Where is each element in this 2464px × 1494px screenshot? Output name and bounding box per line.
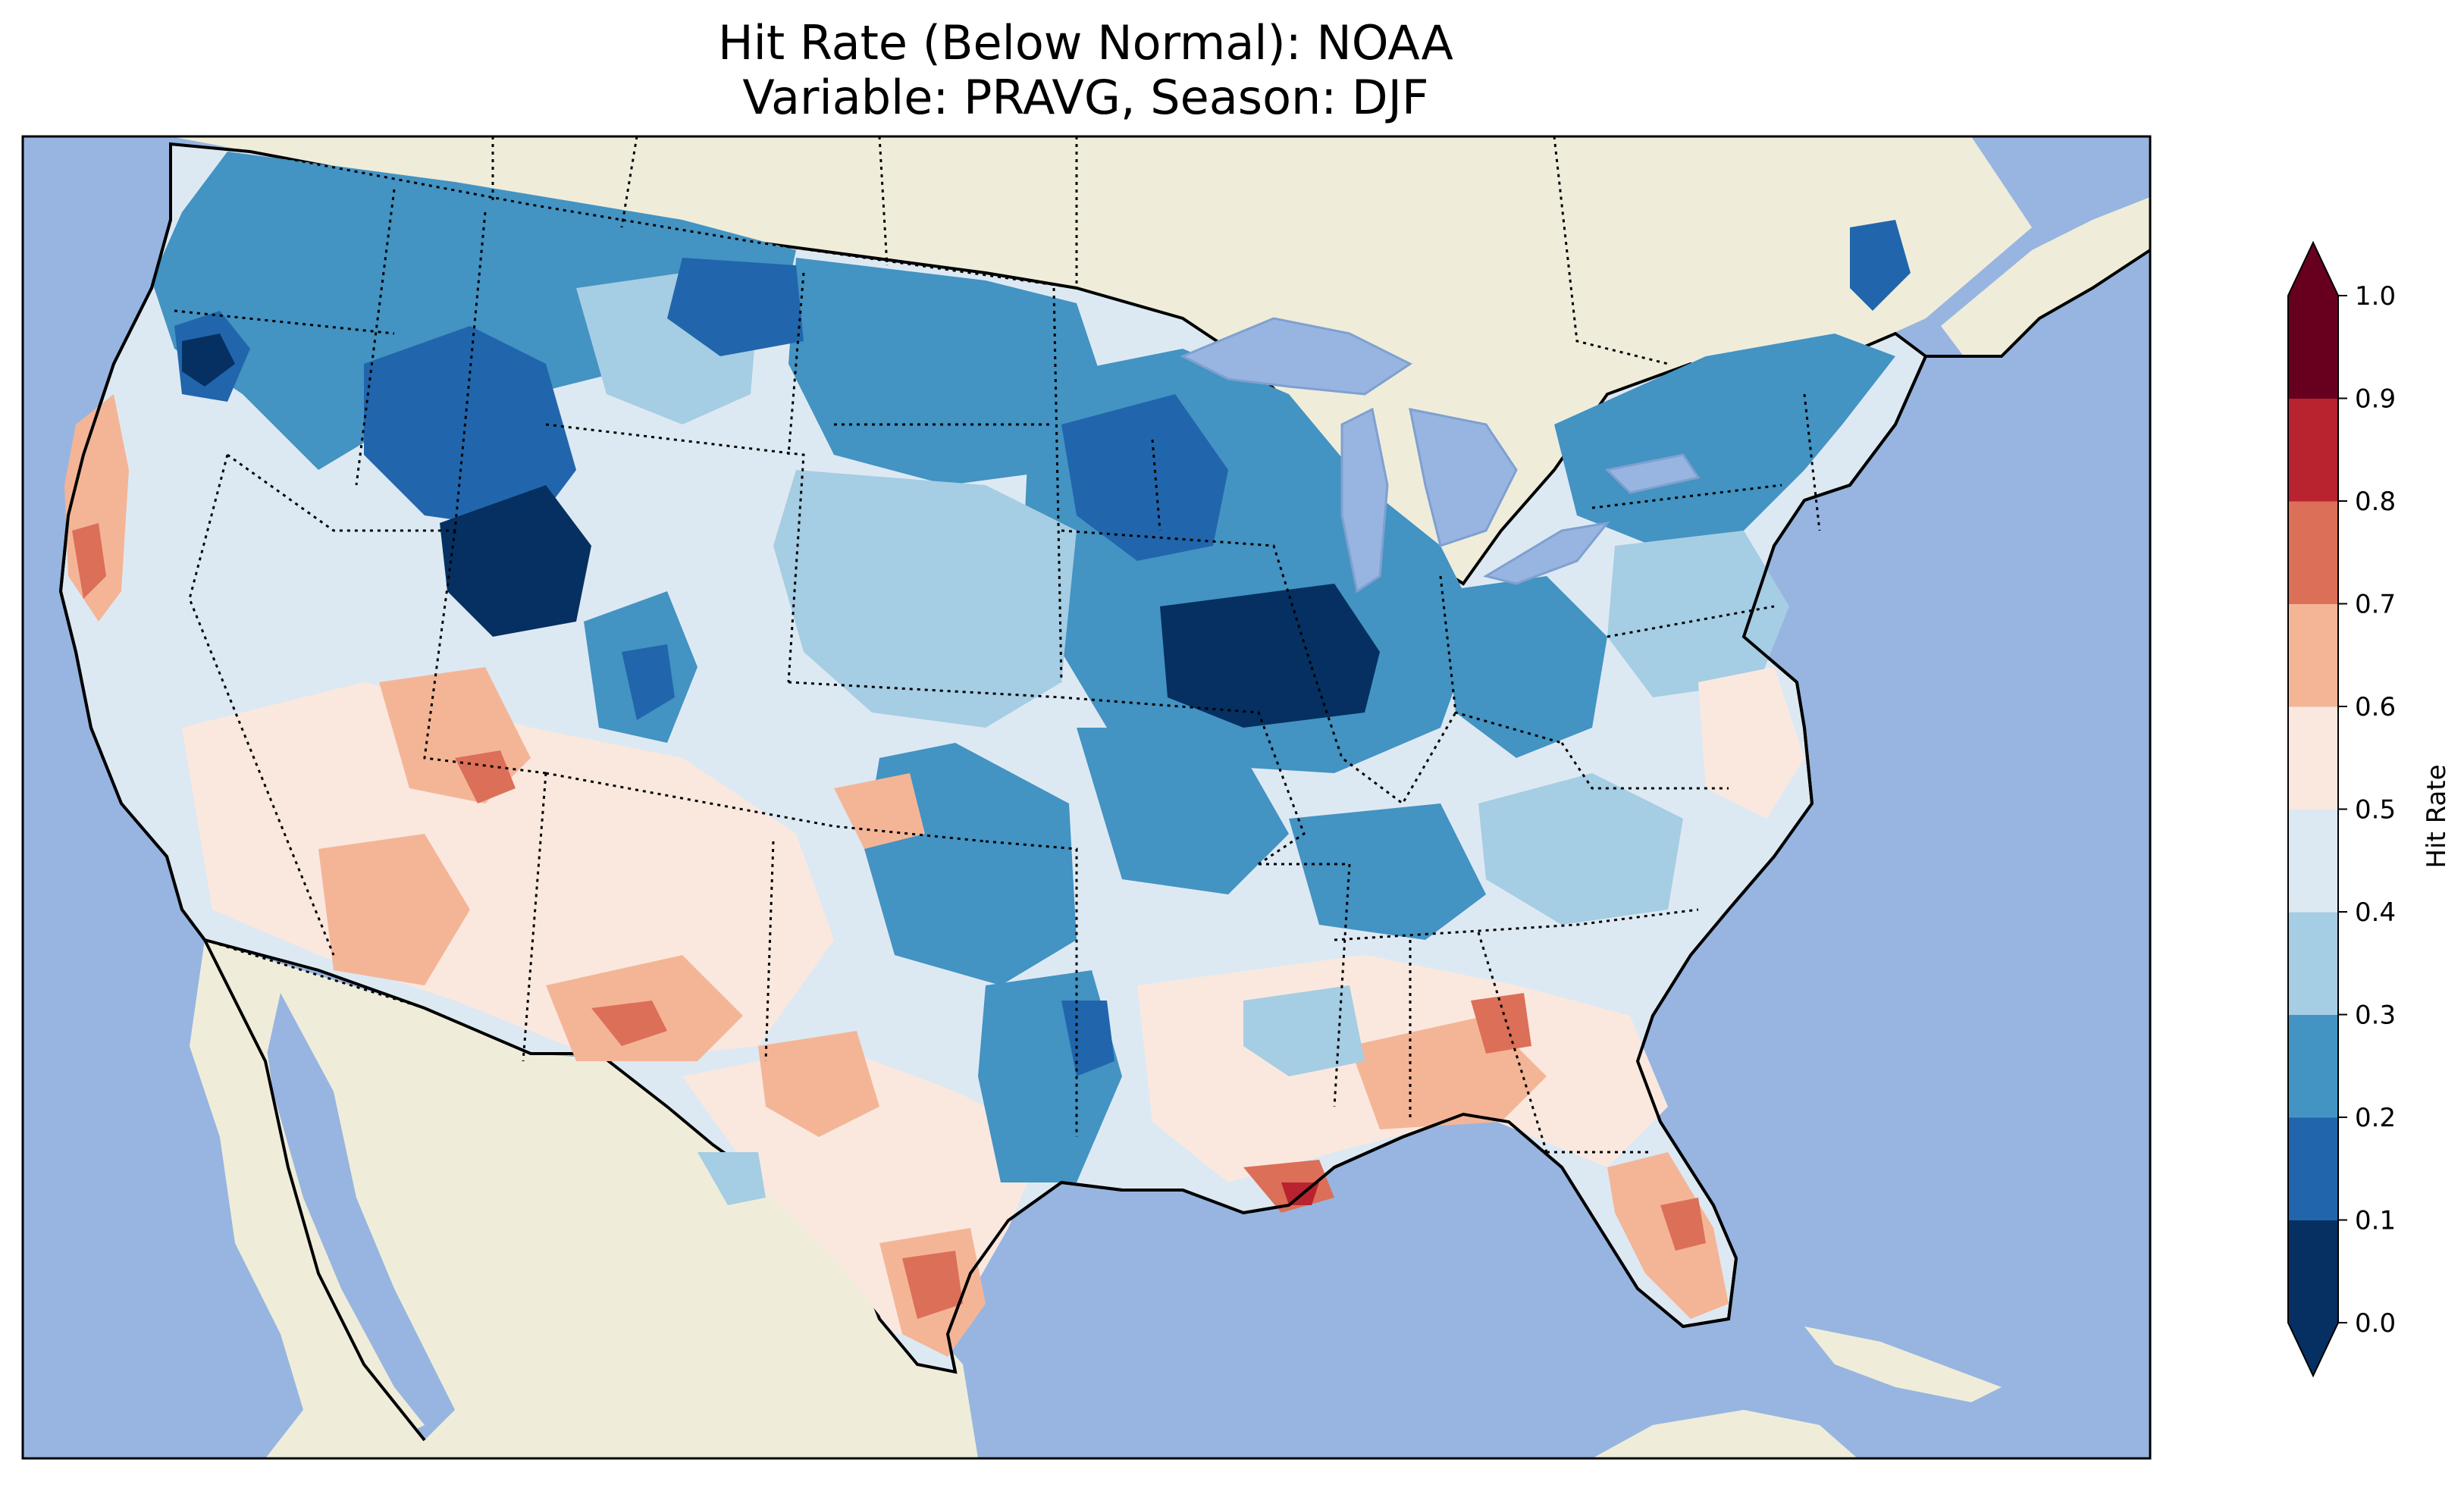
lake-superior: [1180, 317, 1412, 396]
lake-ontario: [1604, 453, 1701, 494]
coastline-canada: [1926, 249, 2150, 358]
colorbar-under-triangle: [2288, 1323, 2338, 1376]
patch-dakotas: [788, 258, 1107, 485]
colorbar-tick-label: 0.4: [2355, 897, 2396, 928]
title-line-2: Variable: PRAVG, Season: DJF: [742, 70, 1428, 125]
patch-se-blue: [1243, 985, 1365, 1076]
lake-erie: [1483, 521, 1610, 585]
patch-tx-warm: [758, 1031, 879, 1137]
colorbar-tick-label: 0.5: [2355, 795, 2396, 825]
land-yucatan: [1592, 1410, 1857, 1458]
coastline: [58, 144, 426, 1442]
colorbar-label: Hit Rate: [2422, 764, 2452, 868]
hit-rate-field: [64, 152, 1911, 1357]
colorbar-tick-label: 0.0: [2355, 1308, 2396, 1339]
colorbar-bin-6: [2288, 603, 2338, 707]
map-panel: [23, 136, 2150, 1458]
lake-huron: [1409, 408, 1518, 547]
colorbar-bin-5: [2288, 706, 2338, 810]
patch-fl-red: [1660, 1198, 1706, 1251]
patch-tx-south-red: [902, 1251, 963, 1319]
title-line-1: Hit Rate (Below Normal): NOAA: [718, 15, 1453, 70]
patch-appalachia: [1478, 773, 1683, 925]
colorbar: 0.0 0.1 0.2 0.3 0.4 0.5 0.6 0.7 0.8 0.9 1.0: [2287, 240, 2396, 1378]
patch-mt-dark: [440, 485, 591, 637]
colorbar-tick-label: 0.3: [2355, 1001, 2396, 1031]
patch-wy-dark: [622, 644, 675, 720]
land-baja: [205, 940, 425, 1440]
colorbar-tick-label: 0.6: [2355, 692, 2396, 722]
patch-mid-south-blue: [1289, 803, 1486, 940]
state-borders: [174, 189, 1821, 1154]
colorbar-bin-2: [2288, 1014, 2338, 1118]
colorbar-tick-label: 0.1: [2355, 1206, 2396, 1236]
great-lakes: [1180, 317, 1701, 594]
patch-mid-atlantic: [1607, 531, 1789, 697]
patch-ohio: [1440, 576, 1607, 758]
colorbar-tick-label: 0.8: [2355, 487, 2396, 517]
colorbar-over-triangle: [2288, 243, 2338, 296]
patch-fl: [1607, 1152, 1729, 1319]
colorbar-bin-7: [2288, 501, 2338, 604]
patch-dakotas-dark: [667, 258, 804, 356]
colorbar-bin-1: [2288, 1117, 2338, 1220]
patch-az-warm: [318, 834, 470, 985]
land-maritimes: [1941, 197, 2150, 356]
patch-nc-pale: [1698, 667, 1804, 819]
patch-nw-mid: [152, 152, 796, 470]
colorbar-bin-3: [2288, 912, 2338, 1015]
colorbar-tick-label: 0.9: [2355, 384, 2396, 415]
colorbar-bin-0: [2288, 1220, 2338, 1323]
patch-ga-red: [1471, 993, 1531, 1054]
patch-plains-light: [773, 470, 1077, 728]
colorbar-tick-label: 1.0: [2355, 281, 2396, 312]
country-borders: [204, 150, 1077, 1055]
patch-iowa-darkest: [1160, 584, 1380, 728]
patch-tx-blue-dark: [1061, 1001, 1114, 1076]
colorbar-bin-4: [2288, 809, 2338, 913]
land-canada: [171, 136, 2032, 584]
coastline-gulf: [945, 355, 1927, 1373]
colorbar-tick-label: 0.7: [2355, 590, 2396, 620]
patch-nw-darkest: [182, 334, 235, 387]
land-cuba: [1804, 1326, 2002, 1402]
canada-borders: [491, 136, 1669, 365]
patch-tx-light: [698, 1152, 766, 1205]
colorbar-tick-label: 0.2: [2355, 1103, 2396, 1133]
map-frame: [21, 135, 2152, 1460]
patch-ca-coast-dark: [72, 523, 106, 599]
colorbar-bin-8: [2288, 398, 2338, 502]
patch-maine-dark: [1850, 220, 1911, 311]
patch-nm-red: [591, 1001, 667, 1046]
patch-ozarks: [1077, 728, 1289, 894]
patch-northeast: [1554, 334, 1895, 546]
lake-michigan: [1340, 407, 1389, 594]
patch-co-warm: [834, 773, 925, 849]
patch-midwest-dark: [1061, 394, 1228, 561]
colorbar-bin-9: [2288, 296, 2338, 399]
patch-mt-blue: [364, 326, 576, 531]
gulf-of-california: [265, 993, 455, 1440]
